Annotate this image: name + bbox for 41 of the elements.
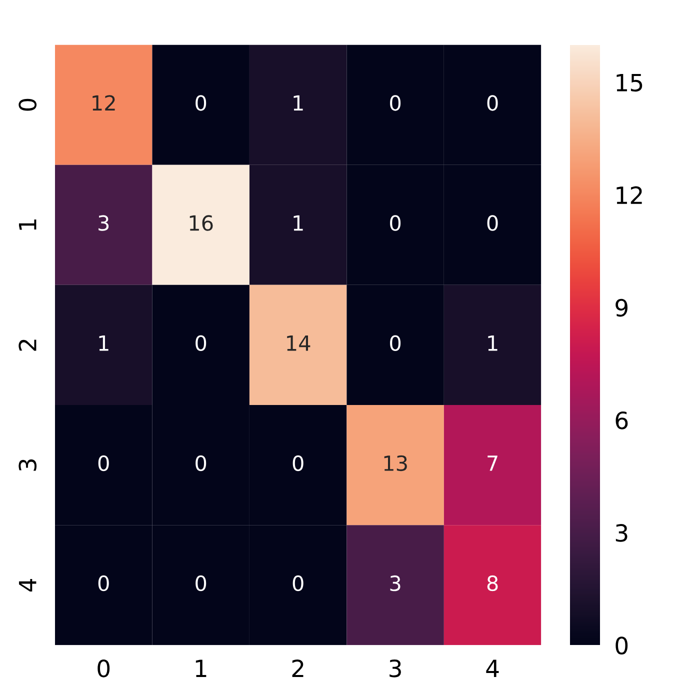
color-bar-label: 6: [616, 411, 628, 430]
data-label: 16: [190, 215, 213, 231]
x-tick-label: 0: [98, 659, 110, 678]
y-tick-label: 2: [18, 340, 36, 351]
color-bar-label: 9: [616, 298, 628, 317]
x-tick-label: 3: [390, 659, 401, 678]
data-label: 3: [390, 575, 400, 592]
data-label: 0: [390, 95, 401, 111]
data-label: 0: [98, 575, 109, 592]
data-label: 1: [294, 215, 303, 231]
data-label: 0: [390, 215, 401, 231]
color-bar-label: 12: [616, 186, 642, 204]
data-label: 0: [487, 215, 498, 231]
data-label: 8: [487, 575, 498, 592]
color-bar-label: 3: [616, 524, 628, 542]
data-label: 1: [99, 336, 108, 351]
data-label: 0: [292, 455, 304, 472]
data-label: 7: [488, 456, 498, 471]
y-tick-label: 1: [18, 220, 36, 230]
data-label: 12: [92, 95, 115, 111]
data-label: 0: [292, 575, 304, 592]
y-tick-label: 0: [18, 98, 37, 111]
x-tick-label: 1: [196, 660, 206, 678]
data-label: 0: [196, 455, 206, 472]
color-bar-label: 0: [616, 636, 628, 654]
color-bar-label: 15: [616, 74, 642, 92]
data-label: 1: [294, 95, 303, 111]
data-label: 0: [390, 335, 401, 351]
data-label: 0: [196, 95, 206, 111]
data-label: 0: [196, 575, 206, 592]
y-tick-label: 4: [18, 578, 36, 592]
data-label: 0: [196, 335, 206, 351]
data-label: 3: [98, 215, 109, 231]
x-tick-label: 2: [292, 659, 304, 678]
x-tick-label: 4: [486, 660, 499, 678]
data-label: 0: [487, 95, 498, 111]
y-tick-label: 3: [18, 459, 37, 471]
data-label: 13: [384, 455, 407, 472]
data-label: 14: [287, 336, 310, 351]
data-label: 1: [488, 336, 498, 351]
data-label: 0: [98, 455, 109, 472]
